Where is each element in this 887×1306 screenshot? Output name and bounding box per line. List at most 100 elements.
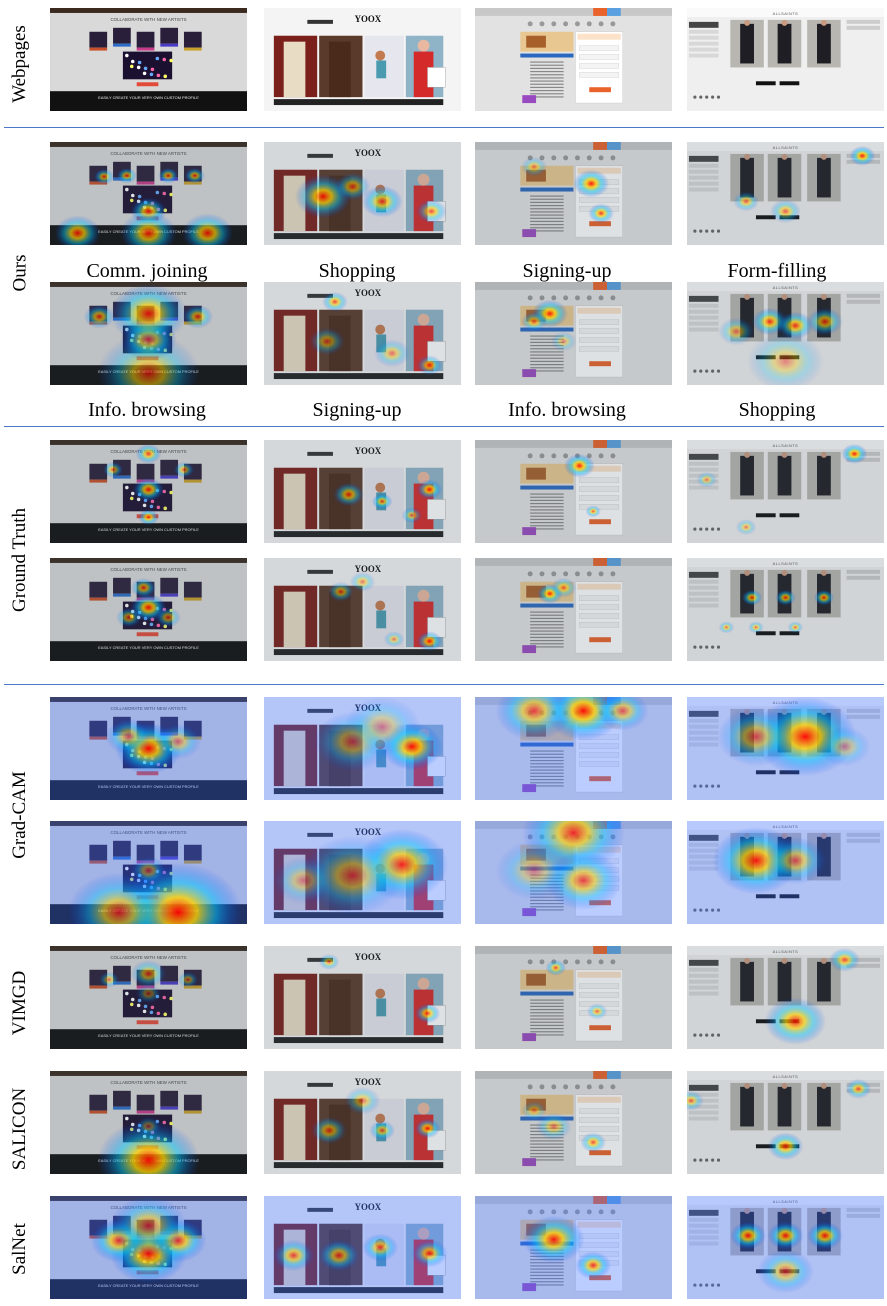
svg-text:COLLABORATE WITH NEW ARTISTS: COLLABORATE WITH NEW ARTISTS bbox=[110, 151, 186, 156]
row-label-salicon-text: SALICON bbox=[9, 1087, 30, 1171]
svg-text:YOOX: YOOX bbox=[355, 148, 382, 158]
thumbnail-image bbox=[475, 697, 672, 800]
row-label-ours-text: Ours bbox=[8, 254, 30, 291]
svg-text:ALLSAINTS: ALLSAINTS bbox=[773, 824, 799, 829]
svg-text:COLLABORATE WITH NEW ARTISTS: COLLABORATE WITH NEW ARTISTS bbox=[110, 706, 186, 711]
svg-text:EASILY CREATE YOUR VERY OWN CU: EASILY CREATE YOUR VERY OWN CUSTOM PROFI… bbox=[98, 645, 199, 650]
saliency-heatmap: YOOX bbox=[264, 282, 461, 385]
task-label: Signing-up bbox=[522, 260, 612, 282]
thumbnail-image: ALLSAINTS bbox=[687, 946, 884, 1049]
thumbnail-image bbox=[475, 440, 672, 543]
svg-text:COLLABORATE WITH NEW ARTISTS: COLLABORATE WITH NEW ARTISTS bbox=[110, 567, 186, 572]
thumbnail-image: ALLSAINTS bbox=[687, 558, 884, 661]
row-label-salicon: SALICON bbox=[0, 1070, 40, 1188]
thumbnail-image: YOOX bbox=[264, 1196, 461, 1299]
saliency-heatmap bbox=[475, 946, 672, 1049]
svg-text:ALLSAINTS: ALLSAINTS bbox=[773, 949, 799, 954]
saliency-heatmap bbox=[475, 440, 672, 543]
thumbnail-image: COLLABORATE WITH NEW ARTISTS EASILY CREAT… bbox=[50, 558, 247, 661]
saliency-heatmap: ALLSAINTS bbox=[687, 282, 884, 385]
thumbnail-image: COLLABORATE WITH NEW ARTISTS EASILY CREAT… bbox=[50, 697, 247, 800]
svg-text:YOOX: YOOX bbox=[355, 288, 382, 298]
row-label-grad-cam-text: Grad-CAM bbox=[9, 771, 31, 859]
saliency-heatmap: YOOX bbox=[264, 142, 461, 245]
svg-text:EASILY CREATE YOUR VERY OWN CU: EASILY CREATE YOUR VERY OWN CUSTOM PROFI… bbox=[98, 95, 199, 100]
saliency-heatmap bbox=[475, 697, 672, 800]
separator-line bbox=[4, 127, 884, 128]
row-label-salnet: SalNet bbox=[0, 1195, 40, 1303]
thumbnail-image: YOOX bbox=[264, 142, 461, 245]
saliency-heatmap: YOOX bbox=[264, 821, 461, 924]
svg-text:EASILY CREATE YOUR VERY OWN CU: EASILY CREATE YOUR VERY OWN CUSTOM PROFI… bbox=[98, 784, 199, 789]
thumbnail-image: ALLSAINTS bbox=[687, 440, 884, 543]
thumbnail-image bbox=[475, 282, 672, 385]
svg-text:YOOX: YOOX bbox=[355, 564, 382, 574]
svg-text:ALLSAINTS: ALLSAINTS bbox=[773, 561, 799, 566]
thumbnail-image: YOOX bbox=[264, 282, 461, 385]
thumbnail-image: YOOX bbox=[264, 440, 461, 543]
saliency-heatmap: ALLSAINTS bbox=[687, 697, 884, 800]
thumbnail-image: ALLSAINTS bbox=[687, 142, 884, 245]
thumbnail-image bbox=[475, 142, 672, 245]
webpage-thumbnail: YOOX bbox=[264, 8, 461, 111]
thumbnail-image: YOOX bbox=[264, 1071, 461, 1174]
thumbnail-image bbox=[475, 558, 672, 661]
row-label-webpages-text: Webpages bbox=[9, 25, 31, 103]
thumbnail-image bbox=[475, 821, 672, 924]
row-label-grad-cam: Grad-CAM bbox=[0, 695, 40, 935]
thumbnail-image: YOOX bbox=[264, 697, 461, 800]
saliency-heatmap: ALLSAINTS bbox=[687, 1196, 884, 1299]
thumbnail-image: ALLSAINTS bbox=[687, 8, 884, 111]
row-label-ours: Ours bbox=[0, 140, 40, 405]
saliency-heatmap: YOOX bbox=[264, 946, 461, 1049]
saliency-heatmap: COLLABORATE WITH NEW ARTISTS EASILY CREAT… bbox=[50, 558, 247, 661]
saliency-heatmap bbox=[475, 558, 672, 661]
thumbnail-image: YOOX bbox=[264, 821, 461, 924]
thumbnail-image: ALLSAINTS bbox=[687, 282, 884, 385]
svg-text:ALLSAINTS: ALLSAINTS bbox=[773, 11, 799, 16]
row-label-vimgd-text: VIMGD bbox=[9, 970, 31, 1035]
saliency-heatmap: YOOX bbox=[264, 1196, 461, 1299]
saliency-heatmap bbox=[475, 1196, 672, 1299]
saliency-heatmap: ALLSAINTS bbox=[687, 440, 884, 543]
webpage-thumbnail: ALLSAINTS bbox=[687, 8, 884, 111]
separator-line bbox=[4, 426, 884, 427]
task-label: Shopping bbox=[318, 260, 396, 282]
thumbnail-image bbox=[475, 8, 672, 111]
thumbnail-image: YOOX bbox=[264, 8, 461, 111]
svg-text:ALLSAINTS: ALLSAINTS bbox=[773, 443, 799, 448]
thumbnail-image: ALLSAINTS bbox=[687, 821, 884, 924]
svg-text:ALLSAINTS: ALLSAINTS bbox=[773, 1199, 799, 1204]
task-label: Form-filling bbox=[727, 260, 827, 282]
saliency-heatmap: YOOX bbox=[264, 558, 461, 661]
svg-text:YOOX: YOOX bbox=[355, 446, 382, 456]
saliency-heatmap: COLLABORATE WITH NEW ARTISTS EASILY CREAT… bbox=[50, 697, 247, 800]
thumbnail-image: YOOX bbox=[264, 946, 461, 1049]
saliency-heatmap: YOOX bbox=[264, 1071, 461, 1174]
svg-text:COLLABORATE WITH NEW ARTISTS: COLLABORATE WITH NEW ARTISTS bbox=[110, 830, 186, 835]
saliency-heatmap: ALLSAINTS bbox=[687, 946, 884, 1049]
svg-text:ALLSAINTS: ALLSAINTS bbox=[773, 1074, 799, 1079]
svg-text:YOOX: YOOX bbox=[355, 952, 382, 962]
saliency-heatmap: ALLSAINTS bbox=[687, 142, 884, 245]
saliency-heatmap: ALLSAINTS bbox=[687, 558, 884, 661]
task-label: Shopping bbox=[738, 399, 816, 421]
thumbnail-image bbox=[475, 946, 672, 1049]
svg-text:YOOX: YOOX bbox=[355, 827, 382, 837]
thumbnail-image: ALLSAINTS bbox=[687, 697, 884, 800]
row-label-vimgd: VIMGD bbox=[0, 945, 40, 1060]
webpage-thumbnail bbox=[475, 8, 672, 111]
task-label: Info. browsing bbox=[508, 399, 626, 421]
thumbnail-image bbox=[475, 1196, 672, 1299]
saliency-heatmap bbox=[475, 142, 672, 245]
